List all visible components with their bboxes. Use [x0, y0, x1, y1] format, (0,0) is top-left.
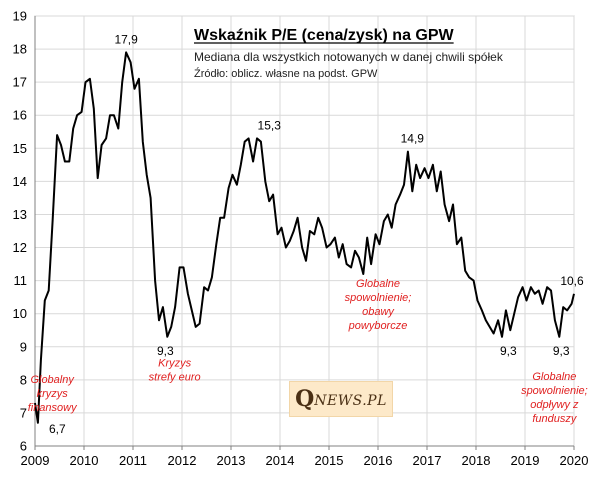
y-tick-label: 13: [13, 207, 27, 222]
x-tick-label: 2009: [21, 453, 50, 468]
annotation-line: spowolnienie;: [345, 292, 412, 304]
data-label: 6,7: [49, 422, 66, 436]
chart-subtitle: Mediana dla wszystkich notowanych w dane…: [194, 50, 504, 64]
annotation-line: Globalne: [532, 371, 576, 383]
y-tick-label: 6: [20, 439, 27, 454]
x-tick-label: 2013: [217, 453, 246, 468]
event-annotation: Globalne spowolnienie; odpływy z funduszy: [521, 371, 588, 425]
x-tick-label: 2010: [70, 453, 99, 468]
annotation-line: Kryzys: [158, 358, 192, 370]
event-annotation: Globalny kryzys finansowy: [28, 374, 78, 414]
x-tick-label: 2020: [560, 453, 589, 468]
y-tick-label: 14: [13, 174, 27, 189]
x-tick-label: 2016: [364, 453, 393, 468]
annotation-line: spowolnienie;: [521, 385, 588, 397]
y-tick-label: 16: [13, 108, 27, 123]
annotation-line: strefy euro: [149, 372, 201, 384]
annotation-line: odpływy z: [530, 399, 579, 411]
x-tick-label: 2018: [462, 453, 491, 468]
chart-title: Wskaźnik P/E (cena/zysk) na GPW: [194, 27, 455, 44]
y-tick-label: 15: [13, 141, 27, 156]
y-tick-label: 12: [13, 240, 27, 255]
data-label: 15,3: [258, 118, 282, 132]
chart-source: Źródło: oblicz. własne na podst. GPW: [194, 67, 378, 80]
x-tick-label: 2019: [511, 453, 540, 468]
logo-text: NEWS.PL: [314, 393, 387, 409]
series-line-1: [34, 51, 575, 424]
x-tick-label: 2014: [266, 453, 295, 468]
logo-letter: Q: [295, 386, 315, 412]
annotation-line: finansowy: [28, 402, 78, 414]
data-label: 9,3: [553, 344, 570, 358]
data-label: 9,3: [500, 344, 517, 358]
qnews-logo: Q NEWS.PL: [289, 381, 393, 417]
x-tick-label: 2015: [315, 453, 344, 468]
y-tick-label: 7: [20, 405, 27, 420]
data-label: 10,6: [560, 274, 584, 288]
y-tick-label: 9: [20, 339, 27, 354]
x-tick-label: 2012: [168, 453, 197, 468]
annotation-line: Globalny: [30, 374, 75, 386]
y-tick-label: 8: [20, 372, 27, 387]
y-tick-label: 17: [13, 75, 27, 90]
annotation-line: kryzys: [37, 388, 69, 400]
event-annotation: Globalne spowolnienie; obawy powyborcze: [345, 278, 412, 332]
data-label: 14,9: [401, 132, 425, 146]
annotation-line: funduszy: [532, 413, 578, 425]
y-tick-label: 11: [14, 273, 28, 288]
event-annotation: Kryzys strefy euro: [149, 358, 201, 384]
y-tick-label: 18: [13, 42, 27, 57]
x-tick-label: 2011: [119, 453, 147, 468]
y-tick-label: 10: [13, 306, 27, 321]
annotation-line: Globalne: [356, 278, 400, 290]
data-label: 17,9: [114, 32, 138, 46]
annotation-line: obawy: [362, 306, 395, 318]
annotation-line: powyborcze: [348, 320, 408, 332]
data-label: 9,3: [157, 344, 174, 358]
y-tick-label: 19: [13, 9, 27, 24]
x-tick-label: 2017: [413, 453, 442, 468]
